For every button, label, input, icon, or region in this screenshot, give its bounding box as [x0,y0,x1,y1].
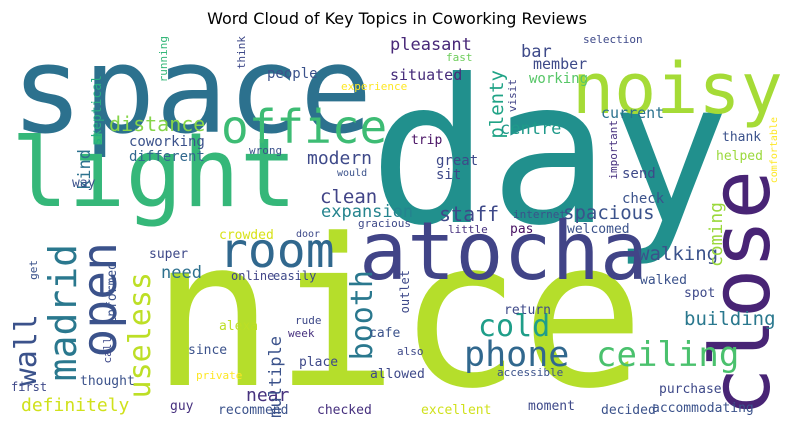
word-cloud: day nice space light noisy atocha close office r… [9,22,789,434]
word-send: send [622,166,656,182]
word-decided: decided [601,403,656,418]
word-return: return [504,303,551,318]
word-moment: moment [528,399,575,414]
word-modern: modern [307,148,373,169]
word-spot: spot [684,286,716,301]
word-booth: booth [345,270,380,361]
word-purchase: purchase [659,382,722,397]
word-welcomed: welcomed [567,222,630,237]
word-noisy: noisy [572,48,783,130]
word-allowed: allowed [370,367,425,382]
word-private: private [196,369,243,382]
word-also: also [397,345,424,358]
word-member: member [533,55,588,73]
word-think: think [235,36,248,70]
word-visit: visit [506,79,519,113]
word-easily: easily [273,269,317,283]
word-working: working [529,71,589,87]
word-experience: experience [341,80,408,93]
word-ceiling: ceiling [596,335,740,375]
word-clean: clean [320,186,378,208]
word-sit: sit [436,167,462,183]
word-staff: staff [439,202,500,226]
word-current: current [601,104,665,122]
word-door: door [296,229,321,240]
word-distance: distance [109,112,206,136]
word-nice: nice [151,196,645,434]
word-important: important [607,120,620,180]
word-cafe: cafe [369,326,401,341]
word-little: little [448,223,488,236]
word-selection: selection [583,33,643,46]
word-need: need [161,263,202,283]
word-bar: bar [521,42,552,62]
word-spacious: spacious [563,202,655,224]
word-wrong: wrong [249,144,283,157]
word-thank: thank [722,130,762,145]
word-crowded: crowded [219,228,274,243]
word-walked: walked [640,273,687,288]
word-expansion: expansion [321,202,414,222]
word-skeptical: skeptical [90,75,105,146]
word-get: get [27,260,40,280]
word-check: check [622,191,665,207]
word-call: call [101,337,114,364]
word-recommend: recommend [218,403,289,418]
word-people: people [267,66,318,82]
word-checked: checked [317,403,372,418]
word-coming: coming [706,202,727,268]
word-cold: cold [478,309,551,344]
word-office: office [221,100,388,154]
word-atocha: atocha [359,205,648,298]
word-excellent: excellent [421,403,492,418]
word-online: online [231,269,275,283]
word-trip: trip [411,133,443,148]
word-madrid: madrid [41,244,85,382]
word-great: great [436,153,479,169]
word-place: place [299,355,339,370]
word-guy: guy [170,399,194,414]
word-space: space [11,22,373,161]
word-pleasant: pleasant [390,35,472,55]
word-running: running [157,36,170,83]
word-would: would [337,168,368,179]
chart-title: Word Cloud of Key Topics in Coworking Re… [207,9,587,28]
word-day: day [369,37,731,270]
word-fast: fast [446,51,473,64]
word-walking: walking [638,243,719,265]
word-rude: rude [295,314,322,327]
word-week: week [288,327,315,340]
word-way: way [72,176,96,191]
word-first: first [11,380,48,394]
word-pas: pas [510,222,534,237]
word-informed: informed [105,262,120,325]
word-thought: thought [80,374,135,389]
word-wall: wall [9,314,44,387]
word-centre: centre [500,119,562,139]
word-situated: situated [390,66,463,84]
word-alexa: alexa [219,319,259,334]
word-near: near [246,385,290,406]
word-super: super [149,247,189,262]
word-building: building [684,308,776,330]
word-gracious: gracious [358,217,411,230]
word-accommodating: accommodating [652,401,754,416]
word-since: since [188,343,228,358]
word-definitely: definitely [21,395,130,416]
word-outlet: outlet [398,270,412,314]
word-helped: helped [716,149,763,164]
word-room: room [219,223,335,279]
word-phone: phone [464,335,570,375]
word-coworking: coworking [129,134,205,150]
word-light: light [11,119,297,229]
word-internet: internet [513,208,566,221]
word-different: different [129,149,205,165]
word-comfortable: comfortable [769,117,780,184]
word-accessible: accessible [497,366,564,379]
